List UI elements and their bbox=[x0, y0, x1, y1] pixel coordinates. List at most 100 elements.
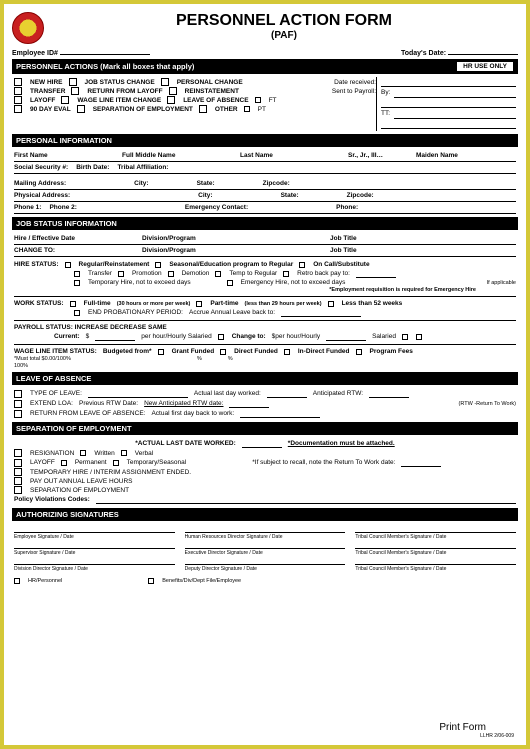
cb-wage-change[interactable] bbox=[61, 96, 69, 104]
work-status-label: WORK STATUS: bbox=[14, 300, 64, 307]
sig-hr-director[interactable]: Human Resources Director Signature / Dat… bbox=[185, 532, 346, 540]
cb-less52[interactable] bbox=[328, 301, 334, 307]
temphire2-label: TEMPORARY HIRE / INTERIM ASSIGNMENT ENDE… bbox=[30, 469, 191, 476]
retro-field[interactable] bbox=[356, 269, 396, 278]
cb-endprob[interactable] bbox=[74, 310, 80, 316]
sig-tribal-1[interactable]: Tribal Council Member's Signature / Date bbox=[355, 532, 516, 540]
middle-name-label: Full Middle Name bbox=[122, 152, 232, 159]
cb-grant[interactable] bbox=[158, 349, 164, 355]
cb-temphire[interactable] bbox=[74, 280, 80, 286]
regular-label: Regular/Reinstatement bbox=[79, 261, 150, 268]
cb-tempseason[interactable] bbox=[113, 460, 119, 466]
cb-type-leave[interactable] bbox=[14, 390, 22, 398]
print-form-button[interactable]: Print Form bbox=[439, 722, 486, 733]
newrtw-field[interactable] bbox=[229, 399, 269, 408]
zip-label: Zipcode: bbox=[263, 180, 290, 187]
recall-label: *If subject to recall, note the Return T… bbox=[252, 459, 395, 466]
cb-return-layoff[interactable] bbox=[71, 87, 79, 95]
layoff-label: LAYOFF bbox=[30, 97, 55, 104]
sig-employee[interactable]: Employee Signature / Date bbox=[14, 532, 175, 540]
cb-job-status[interactable] bbox=[69, 78, 77, 86]
cb-sep2[interactable] bbox=[14, 486, 22, 494]
sig-exec-director[interactable]: Executive Director Signature / Date bbox=[185, 548, 346, 556]
cb-reinstatement[interactable] bbox=[169, 87, 177, 95]
sig-deputy-director[interactable]: Deputy Director Signature / Date bbox=[185, 564, 346, 572]
cb-layoff[interactable] bbox=[14, 96, 22, 104]
cb-ft[interactable] bbox=[255, 97, 261, 103]
cb-extend[interactable] bbox=[14, 400, 22, 408]
accrue-field[interactable] bbox=[281, 308, 361, 317]
section-job-status-bar: JOB STATUS INFORMATION bbox=[12, 217, 518, 230]
cb-sal1[interactable] bbox=[218, 334, 224, 340]
hr-line-2[interactable] bbox=[381, 98, 516, 108]
change-to-label: CHANGE TO: bbox=[14, 247, 134, 254]
lastday-field[interactable] bbox=[267, 389, 307, 398]
recall-field[interactable] bbox=[401, 458, 441, 467]
policy-field[interactable] bbox=[96, 495, 516, 504]
sig-tribal-2[interactable]: Tribal Council Member's Signature / Date bbox=[355, 548, 516, 556]
tt-field[interactable] bbox=[394, 110, 516, 119]
cb-temphire2[interactable] bbox=[14, 468, 22, 476]
cb-pt[interactable] bbox=[244, 106, 250, 112]
hr-line-1[interactable] bbox=[381, 77, 516, 87]
firstback-field[interactable] bbox=[240, 409, 320, 418]
less52-label: Less than 52 weeks bbox=[342, 300, 403, 307]
cb-return-leave[interactable] bbox=[14, 410, 22, 418]
cb-fulltime[interactable] bbox=[70, 301, 76, 307]
cb-new-hire[interactable] bbox=[14, 78, 22, 86]
cb-demotion[interactable] bbox=[168, 271, 174, 277]
anticipated-label: Anticipated RTW: bbox=[313, 390, 363, 397]
cb-benefits[interactable] bbox=[148, 578, 154, 584]
hr-line-3[interactable] bbox=[381, 119, 516, 129]
cb-leave-absence[interactable] bbox=[167, 96, 175, 104]
cb-parttime[interactable] bbox=[196, 301, 202, 307]
sig-division-director[interactable]: Division Director Signature / Date bbox=[14, 564, 175, 572]
todays-date-field[interactable] bbox=[448, 46, 518, 55]
cb-transfer[interactable] bbox=[14, 87, 22, 95]
cb-written[interactable] bbox=[80, 450, 86, 456]
seasonal-label: Seasonal/Education program to Regular bbox=[169, 261, 293, 268]
hire-status-label: HIRE STATUS: bbox=[14, 261, 59, 268]
sig-tribal-3[interactable]: Tribal Council Member's Signature / Date bbox=[355, 564, 516, 572]
cb-other[interactable] bbox=[199, 105, 207, 113]
cb-permanent[interactable] bbox=[61, 460, 67, 466]
cb-progfees[interactable] bbox=[356, 349, 362, 355]
cb-seasonal[interactable] bbox=[155, 262, 161, 268]
birth-label: Birth Date: bbox=[76, 164, 109, 171]
cb-hr-personnel[interactable] bbox=[14, 578, 20, 584]
cb-indirect[interactable] bbox=[284, 349, 290, 355]
cb-sal2[interactable] bbox=[402, 334, 408, 340]
cb-direct[interactable] bbox=[220, 349, 226, 355]
sig-supervisor[interactable]: Supervisor Signature / Date bbox=[14, 548, 175, 556]
cb-sal3[interactable] bbox=[416, 334, 422, 340]
cb-promotion[interactable] bbox=[118, 271, 124, 277]
todays-date-label: Today's Date: bbox=[401, 50, 446, 57]
cb-payout[interactable] bbox=[14, 477, 22, 485]
cb-personal[interactable] bbox=[161, 78, 169, 86]
employee-id-field[interactable] bbox=[60, 46, 150, 55]
emerg-note: *Employment requisition is required for … bbox=[14, 287, 516, 293]
promotion-label: Promotion bbox=[132, 270, 162, 277]
cb-oncall[interactable] bbox=[299, 262, 305, 268]
cb-temp2reg[interactable] bbox=[215, 271, 221, 277]
actual-last-field[interactable] bbox=[242, 439, 282, 448]
cb-layoff2[interactable] bbox=[14, 459, 22, 467]
cb-resign[interactable] bbox=[14, 449, 22, 457]
cb-emerghire[interactable] bbox=[227, 280, 233, 286]
type-leave-field[interactable] bbox=[88, 389, 188, 398]
cb-separation[interactable] bbox=[77, 105, 85, 113]
parttime-label: Part-time bbox=[210, 300, 238, 307]
anticipated-field[interactable] bbox=[369, 389, 409, 398]
cb-90day[interactable] bbox=[14, 105, 22, 113]
cb-retro[interactable] bbox=[283, 271, 289, 277]
rtw-note: (RTW -Return To Work) bbox=[459, 401, 516, 407]
signatures-label: AUTHORIZING SIGNATURES bbox=[16, 510, 119, 519]
phone2-label: Phone 2: bbox=[49, 204, 76, 211]
cb-verbal[interactable] bbox=[121, 450, 127, 456]
changeto-field[interactable] bbox=[326, 332, 366, 341]
cb-transfer2[interactable] bbox=[74, 271, 80, 277]
current-field[interactable] bbox=[95, 332, 135, 341]
by-field[interactable] bbox=[394, 89, 516, 98]
extend-label: EXTEND LOA: bbox=[30, 400, 73, 407]
cb-regular[interactable] bbox=[65, 262, 71, 268]
